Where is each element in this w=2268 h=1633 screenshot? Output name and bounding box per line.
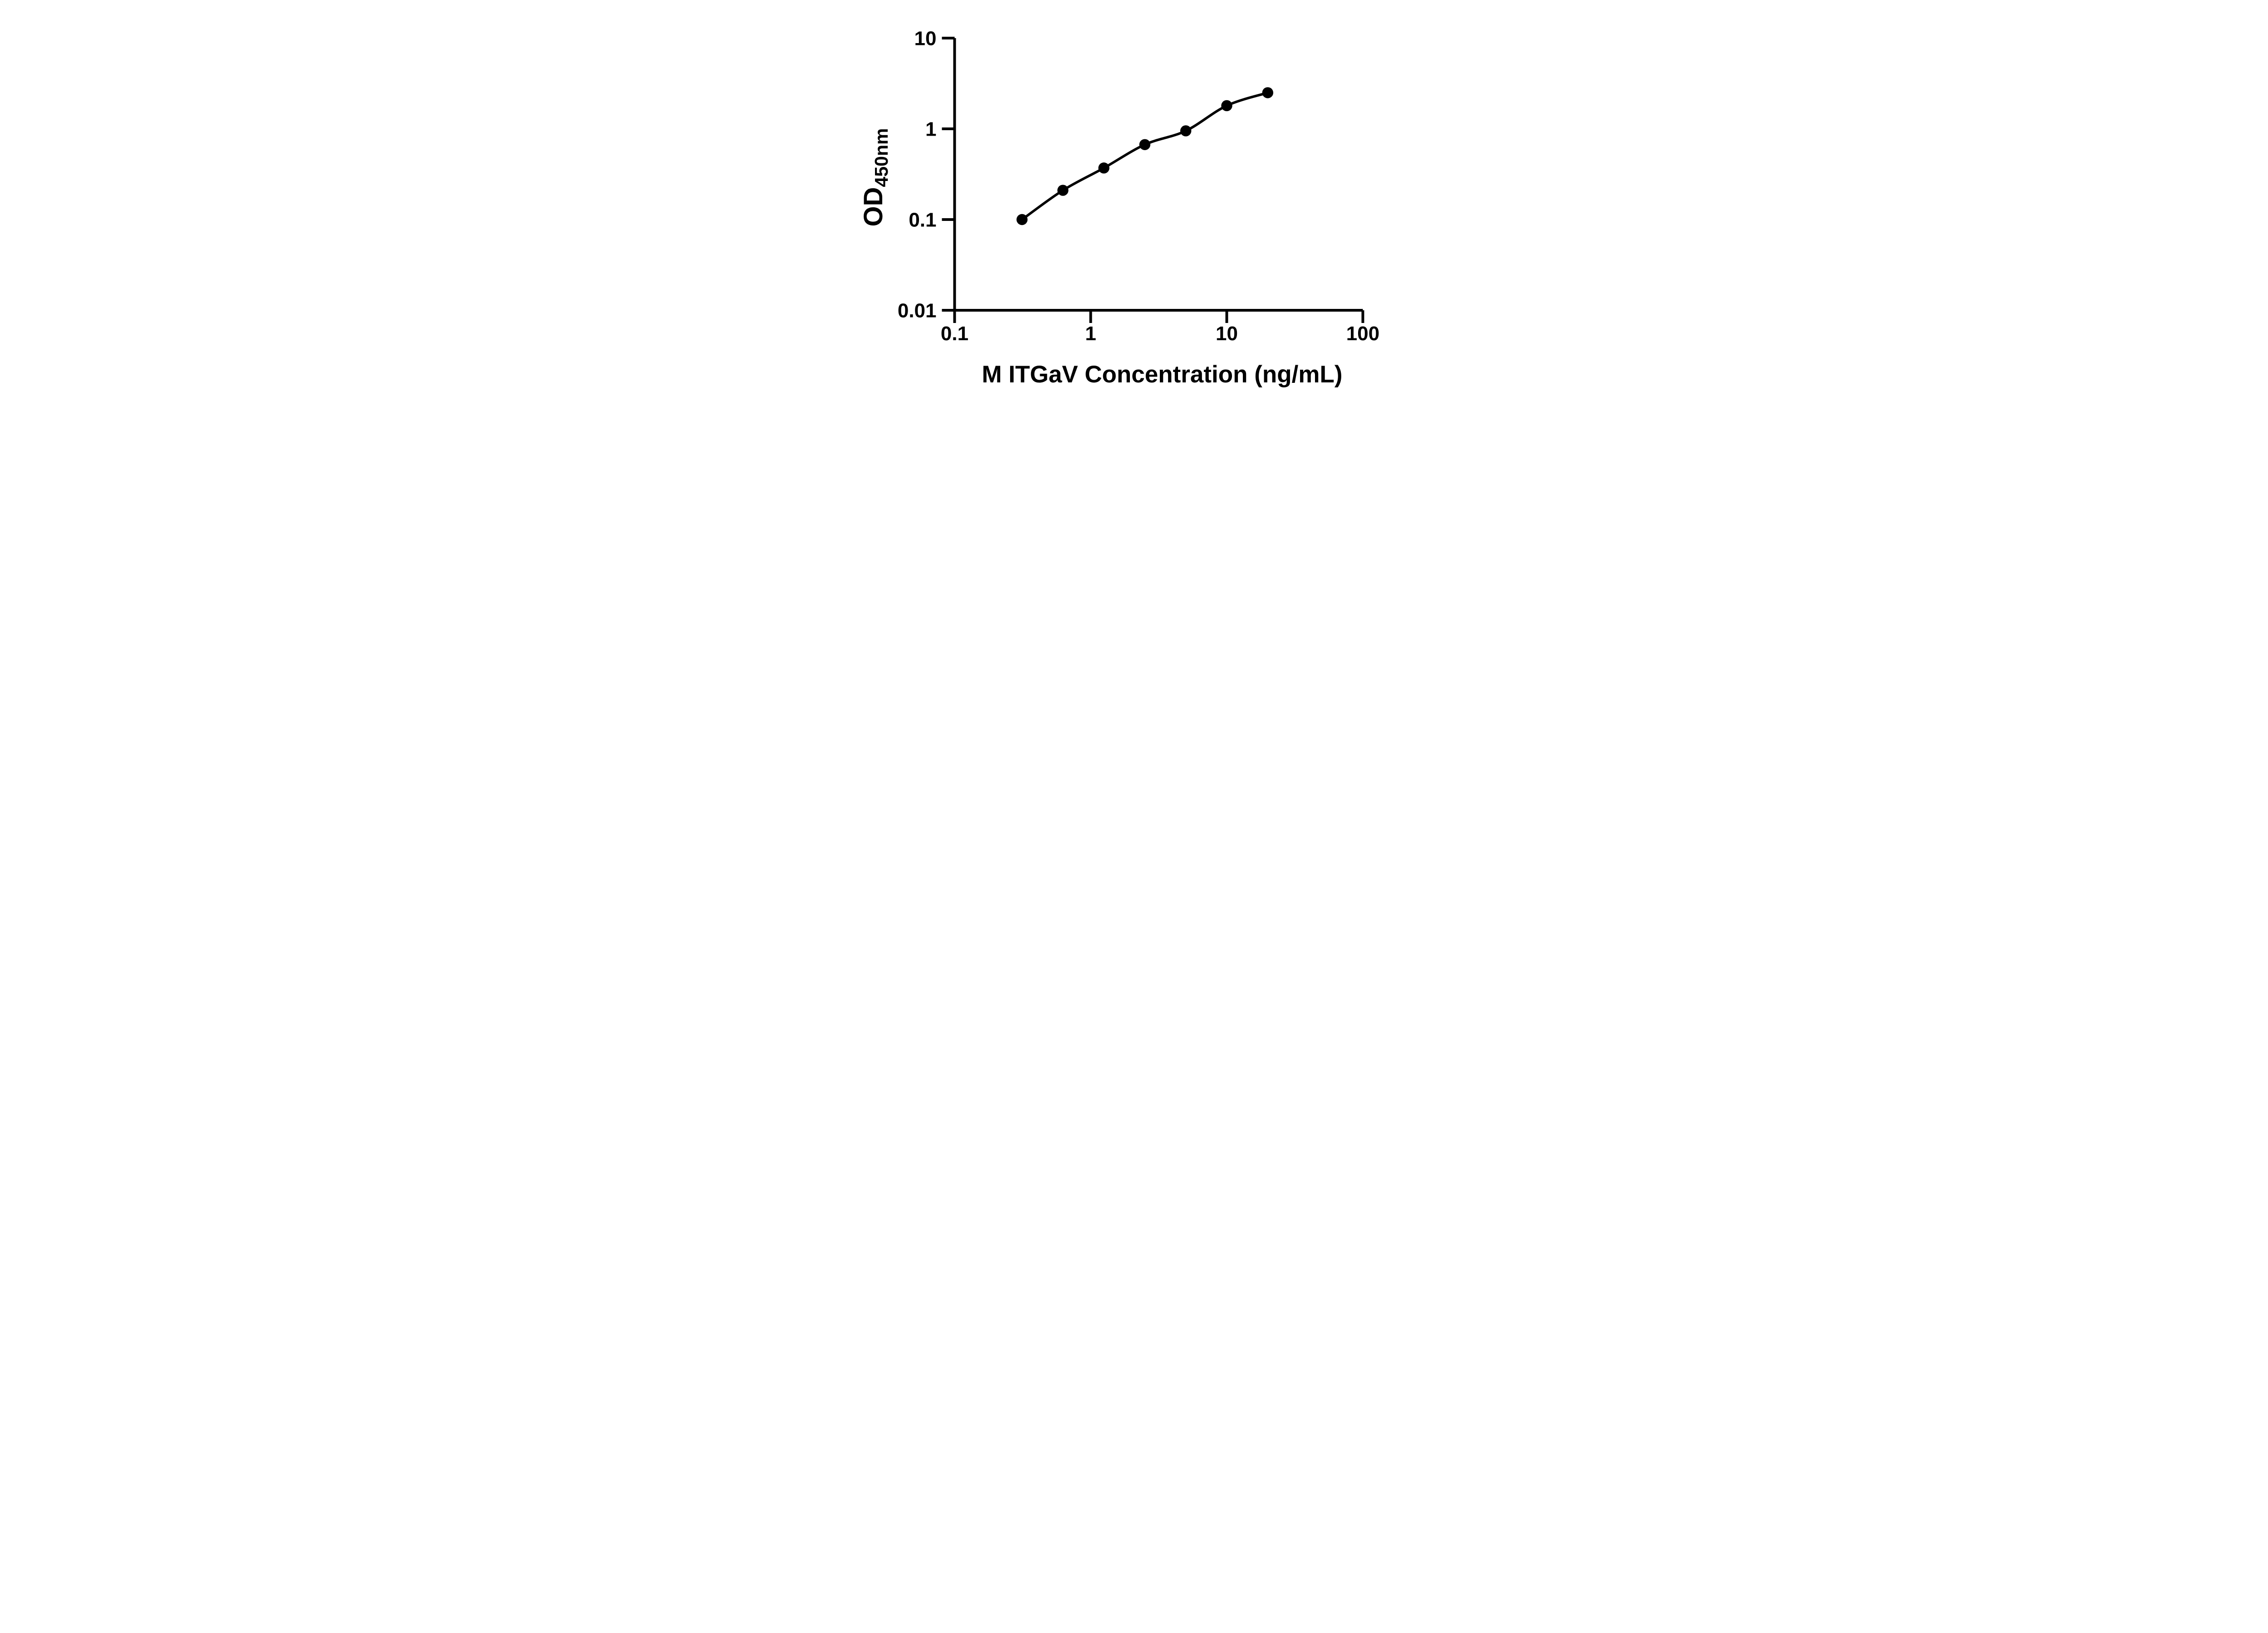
y-tick-label: 0.01: [898, 299, 937, 322]
data-point: [1139, 139, 1151, 150]
fit-curve-line: [1021, 91, 1268, 221]
axes-layer: [953, 38, 1363, 312]
data-point: [1057, 185, 1069, 196]
data-point: [1098, 162, 1110, 174]
x-axis-title: M ITGaV Concentration (ng/mL): [982, 361, 1343, 388]
data-point: [1180, 125, 1192, 137]
ticks-layer: [942, 37, 1364, 323]
series-layer: [1016, 87, 1274, 225]
y-tick-label: 0.1: [909, 209, 936, 231]
data-point: [1221, 100, 1232, 112]
x-tick-label: 1: [1085, 323, 1096, 345]
y-tick-label: 10: [914, 27, 937, 49]
x-tick-label: 0.1: [941, 323, 968, 345]
x-tick-label: 10: [1216, 323, 1238, 345]
y-tick-label: 1: [925, 118, 936, 140]
x-tick-label: 100: [1346, 323, 1379, 345]
axis-frame: [953, 38, 1363, 312]
y-axis-title-main: OD: [859, 187, 888, 226]
elisa-standard-curve-figure: 0.01 0.1 1 10 0.1 1 10 100 M ITGaV Concentratio…: [842, 0, 1426, 408]
y-axis-title-subscript: 450nm: [871, 128, 892, 187]
data-point: [1016, 214, 1028, 225]
y-axis-title: OD450nm: [859, 128, 892, 227]
data-point: [1262, 87, 1274, 98]
